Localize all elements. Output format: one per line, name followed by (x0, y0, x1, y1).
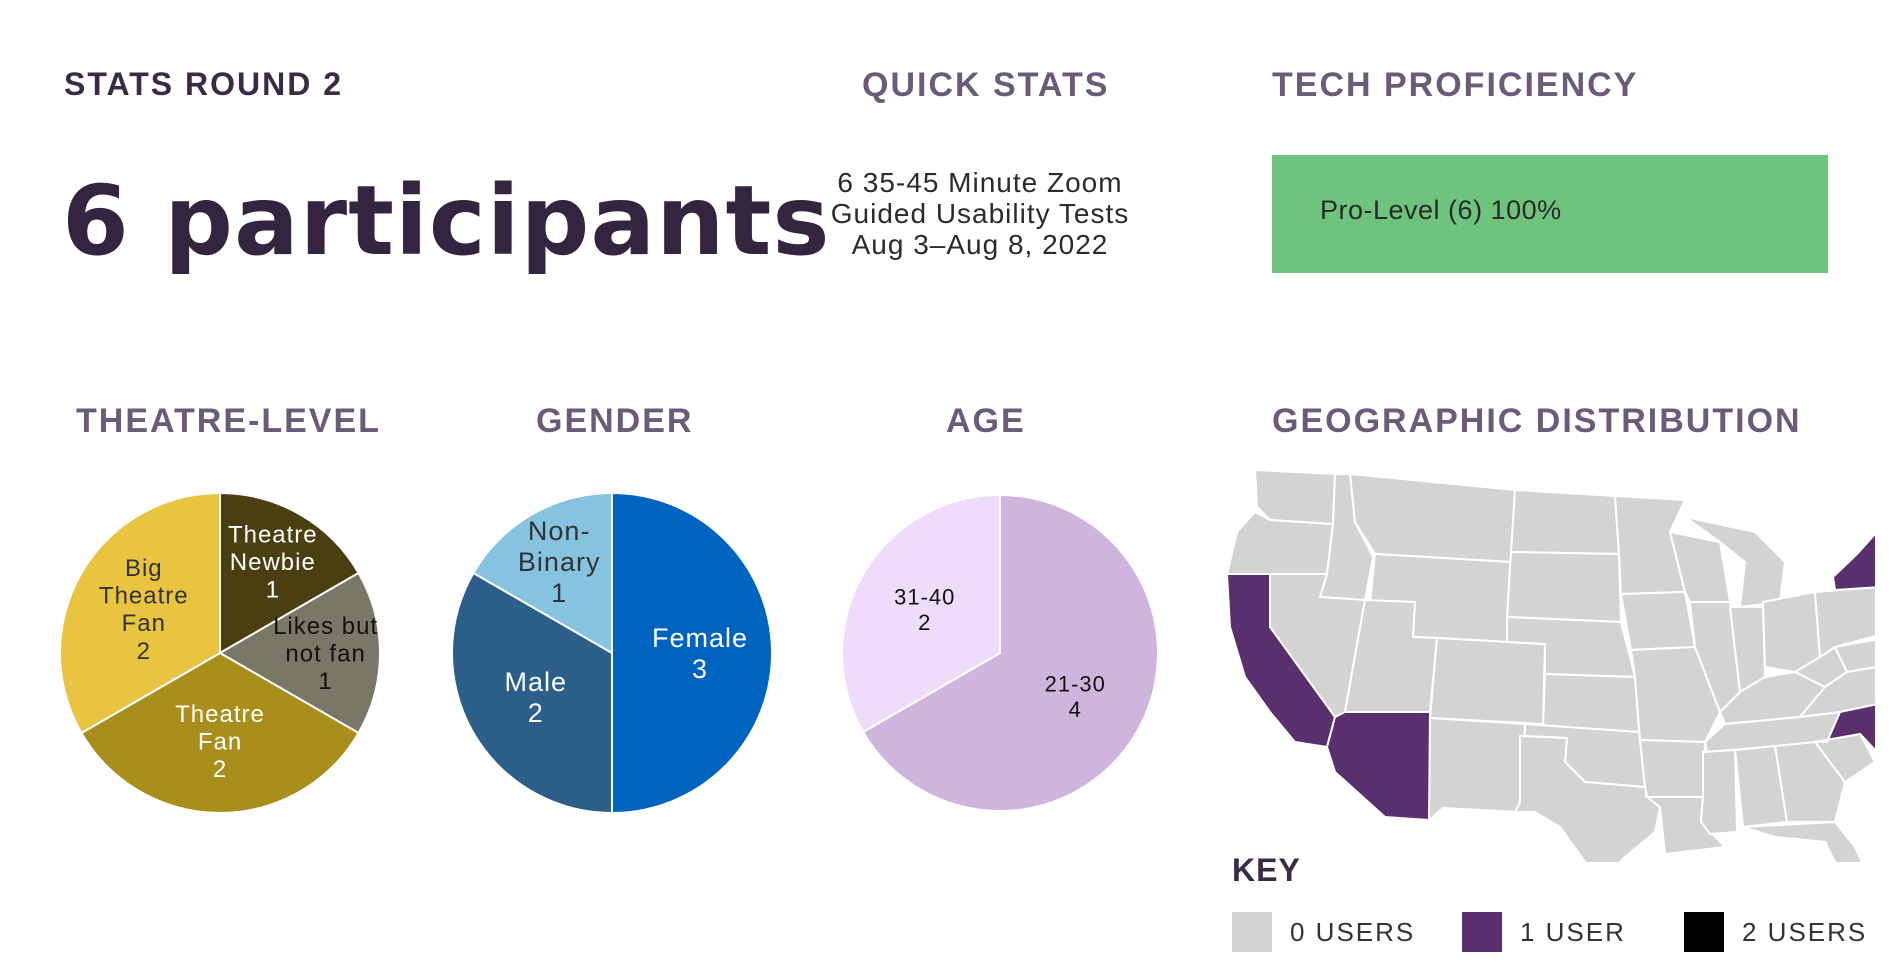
quick-stats-line: Aug 3–Aug 8, 2022 (851, 229, 1109, 260)
state-colorado (1428, 636, 1547, 726)
pie-slice-value: 2 (213, 756, 227, 783)
pie-slice-name: Theatre (99, 583, 189, 610)
key-label: 0 USERS (1290, 916, 1416, 947)
state-texas (1513, 734, 1662, 862)
state-iowa (1619, 590, 1697, 652)
pie-slice-name: Theatre (228, 521, 318, 548)
pie-slice-label: Female 3 (652, 623, 748, 684)
quick-stats-line: 6 35-45 Minute Zoom (837, 167, 1123, 198)
pie-slice-value: 3 (692, 654, 708, 684)
pie-slice-name: Binary (518, 547, 601, 577)
state-south-dakota (1505, 550, 1623, 624)
pie-slice (451, 571, 613, 815)
age-pie: 21-30 4 31-40 2 (841, 493, 1159, 812)
tech-proficiency-track: Pro-Level (6) 100% (1272, 155, 1828, 273)
pie-slice-value: 1 (551, 578, 567, 608)
state-new-mexico (1427, 716, 1527, 823)
pie-slice-name: Male (505, 667, 568, 697)
pie-slice (861, 493, 1159, 812)
pie-slice-value: 2 (137, 638, 151, 665)
age-title: AGE (946, 402, 1026, 440)
state-washington (1253, 468, 1337, 526)
pie-slice-name: Female (652, 623, 748, 653)
state-mississippi (1699, 748, 1739, 836)
state-kansas (1541, 672, 1641, 734)
pie-slice-value: 1 (318, 668, 332, 695)
pie-slice-name: Big (125, 555, 163, 582)
state-arizona (1325, 711, 1432, 822)
pie-slice-value: 1 (266, 577, 280, 604)
pie-slice-label: Likes but not fan 1 (273, 613, 378, 695)
key-swatch (1462, 912, 1502, 952)
stats-round-title: STATS ROUND 2 (64, 66, 344, 102)
key-item-2-users: 2 USERS (1684, 912, 1867, 952)
state-ohio (1761, 590, 1822, 674)
map-key: 0 USERS 1 USER 2 USERS (1232, 912, 1872, 958)
state-maryland (1833, 638, 1875, 674)
state-arkansas (1638, 738, 1707, 798)
pie-slice-name: 31-40 (894, 585, 955, 610)
pie-slice-name: Fan (122, 610, 166, 637)
state-california (1225, 573, 1337, 749)
participants-count: 6 participants (62, 165, 831, 277)
pie-slice-label: Big Theatre Fan 2 (99, 555, 189, 665)
map-key-title: KEY (1232, 852, 1301, 888)
pie-slice-name: 21-30 (1045, 672, 1106, 697)
pie-slice-name: Newbie (230, 549, 316, 576)
pie-slice-label: Male 2 (505, 667, 568, 728)
pie-slice-value: 2 (528, 698, 544, 728)
tech-proficiency-title: TECH PROFICIENCY (1272, 66, 1639, 104)
state-georgia (1773, 740, 1847, 823)
pie-slice (218, 571, 381, 735)
pie-slice-label: Theatre Newbie 1 (228, 521, 318, 603)
us-map (1225, 468, 1875, 862)
pie-slice-name: Fan (198, 728, 242, 755)
pie-slice-label: Non-Binary 1 (518, 516, 601, 608)
key-item-0-users: 0 USERS (1232, 912, 1415, 952)
pie-slice-label: 21-30 4 (1045, 672, 1106, 722)
state-florida (1742, 820, 1863, 862)
state-north-dakota (1509, 488, 1621, 556)
key-label: 1 USER (1520, 916, 1626, 947)
tech-proficiency-bar (1272, 155, 1828, 273)
quick-stats-title: QUICK STATS (862, 66, 1110, 104)
gender-title: GENDER (536, 402, 694, 440)
pie-slice-label: 31-40 2 (894, 585, 955, 635)
state-michigan (1684, 516, 1787, 609)
pie-slice-name: Non- (528, 516, 591, 546)
state-north-carolina (1814, 703, 1875, 752)
key-swatch (1684, 912, 1724, 952)
pie-slice (219, 491, 360, 655)
pie-slice-label: Theatre Fan 2 (175, 701, 265, 783)
quick-stats-line: Guided Usability Tests (830, 198, 1130, 229)
pie-slice (80, 651, 360, 814)
pie-slice (611, 491, 773, 815)
pie-slice (59, 491, 221, 735)
state-montana (1348, 472, 1517, 564)
key-label: 2 USERS (1742, 916, 1868, 947)
theatre-level-title: THEATRE-LEVEL (76, 402, 381, 440)
pie-slice-value: 4 (1069, 697, 1082, 722)
state-new-york (1831, 531, 1875, 592)
pie-slice-name: Likes but (273, 613, 378, 640)
pie-slice-value: 2 (918, 610, 931, 635)
geographic-distribution-title: GEOGRAPHIC DISTRIBUTION (1272, 402, 1802, 440)
quick-stats-text: 6 35-45 Minute Zoom Guided Usability Tes… (780, 167, 1180, 260)
pie-slice (841, 493, 1001, 734)
pie-slice-name: not fan (285, 640, 365, 667)
pie-slice (472, 491, 613, 655)
tech-proficiency-label: Pro-Level (6) 100% (1320, 195, 1562, 225)
gender-pie: Female 3 Male 2 Non-Binary 1 (451, 491, 773, 815)
key-swatch (1232, 912, 1272, 952)
pie-slice-name: Theatre (175, 701, 265, 728)
key-item-1-user: 1 USER (1462, 912, 1626, 952)
